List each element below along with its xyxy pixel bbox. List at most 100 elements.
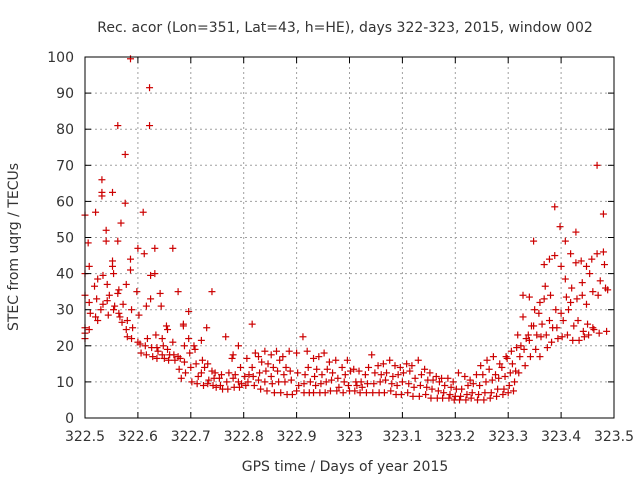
data-point [255, 376, 263, 384]
data-point [530, 237, 538, 245]
data-point [511, 378, 519, 386]
x-tick-label: 323.2 [435, 429, 475, 445]
data-point [136, 340, 144, 348]
y-tick-label: 40 [56, 267, 74, 283]
data-point [261, 378, 269, 386]
data-point [457, 392, 465, 400]
data-point [91, 282, 99, 290]
data-point [582, 262, 590, 270]
data-point [503, 354, 511, 362]
data-point [142, 302, 150, 310]
data-point [393, 382, 401, 390]
data-point [572, 259, 580, 267]
data-point [203, 324, 211, 332]
data-point [190, 342, 198, 350]
y-tick-label: 30 [56, 303, 74, 319]
data-point [428, 385, 436, 393]
data-point [475, 391, 483, 399]
data-point [561, 275, 569, 283]
data-point [558, 333, 566, 341]
data-point [519, 291, 527, 299]
data-point [496, 360, 504, 368]
data-point [483, 356, 491, 364]
data-point [500, 385, 508, 393]
data-point [263, 387, 271, 395]
y-tick-label: 70 [56, 158, 74, 174]
data-point [261, 347, 269, 355]
data-point [185, 308, 193, 316]
data-point [323, 365, 331, 373]
data-point [222, 333, 230, 341]
data-point [149, 353, 157, 361]
data-point [242, 382, 250, 390]
data-point [317, 380, 325, 388]
data-point [287, 376, 295, 384]
data-point [197, 369, 205, 377]
data-point [580, 333, 588, 341]
data-point [299, 333, 307, 341]
data-point [235, 383, 243, 391]
data-point [563, 331, 571, 339]
data-point [514, 331, 522, 339]
data-point [249, 372, 257, 380]
data-point [300, 380, 308, 388]
data-point [562, 293, 570, 301]
data-point [456, 396, 464, 404]
data-point [310, 354, 318, 362]
data-point [109, 188, 117, 196]
data-point [129, 324, 137, 332]
data-point [182, 369, 190, 377]
data-point [441, 382, 449, 390]
data-point [422, 391, 430, 399]
data-point [154, 347, 162, 355]
data-point [153, 344, 161, 352]
data-point [164, 345, 172, 353]
x-tick-label: 323.4 [541, 429, 581, 445]
data-point [482, 378, 490, 386]
data-point [169, 338, 177, 346]
data-point [332, 356, 340, 364]
data-point [379, 360, 387, 368]
data-point [545, 317, 553, 325]
data-point [524, 331, 532, 339]
x-axis-label: GPS time / Days of year 2015 [242, 459, 449, 475]
data-point [295, 382, 303, 390]
data-point [595, 329, 603, 337]
data-point [276, 356, 284, 364]
data-point [548, 338, 556, 346]
data-point [440, 389, 448, 397]
data-point [554, 335, 562, 343]
data-point [409, 392, 417, 400]
x-tick-label: 323.1 [382, 429, 422, 445]
data-point [187, 363, 195, 371]
data-point [498, 363, 506, 371]
data-point [198, 356, 206, 364]
data-point [368, 351, 376, 359]
data-point [526, 353, 534, 361]
data-point [335, 383, 343, 391]
data-point [489, 353, 497, 361]
data-point [142, 351, 150, 359]
data-point [474, 396, 482, 404]
data-point [435, 378, 443, 386]
data-point [104, 311, 112, 319]
data-point [374, 362, 382, 370]
data-point [156, 289, 164, 297]
data-point [508, 360, 516, 368]
data-point [147, 271, 155, 279]
data-point [464, 382, 472, 390]
data-point [469, 380, 477, 388]
data-point [458, 385, 466, 393]
data-point [116, 313, 124, 321]
data-point [532, 345, 540, 353]
data-point [151, 244, 159, 252]
data-point [487, 389, 495, 397]
y-tick-label: 80 [56, 122, 74, 138]
data-point [334, 374, 342, 382]
data-point [545, 255, 553, 263]
data-point [411, 374, 419, 382]
data-point [128, 306, 136, 314]
data-point [501, 372, 509, 380]
data-point [594, 291, 602, 299]
data-point [171, 356, 179, 364]
